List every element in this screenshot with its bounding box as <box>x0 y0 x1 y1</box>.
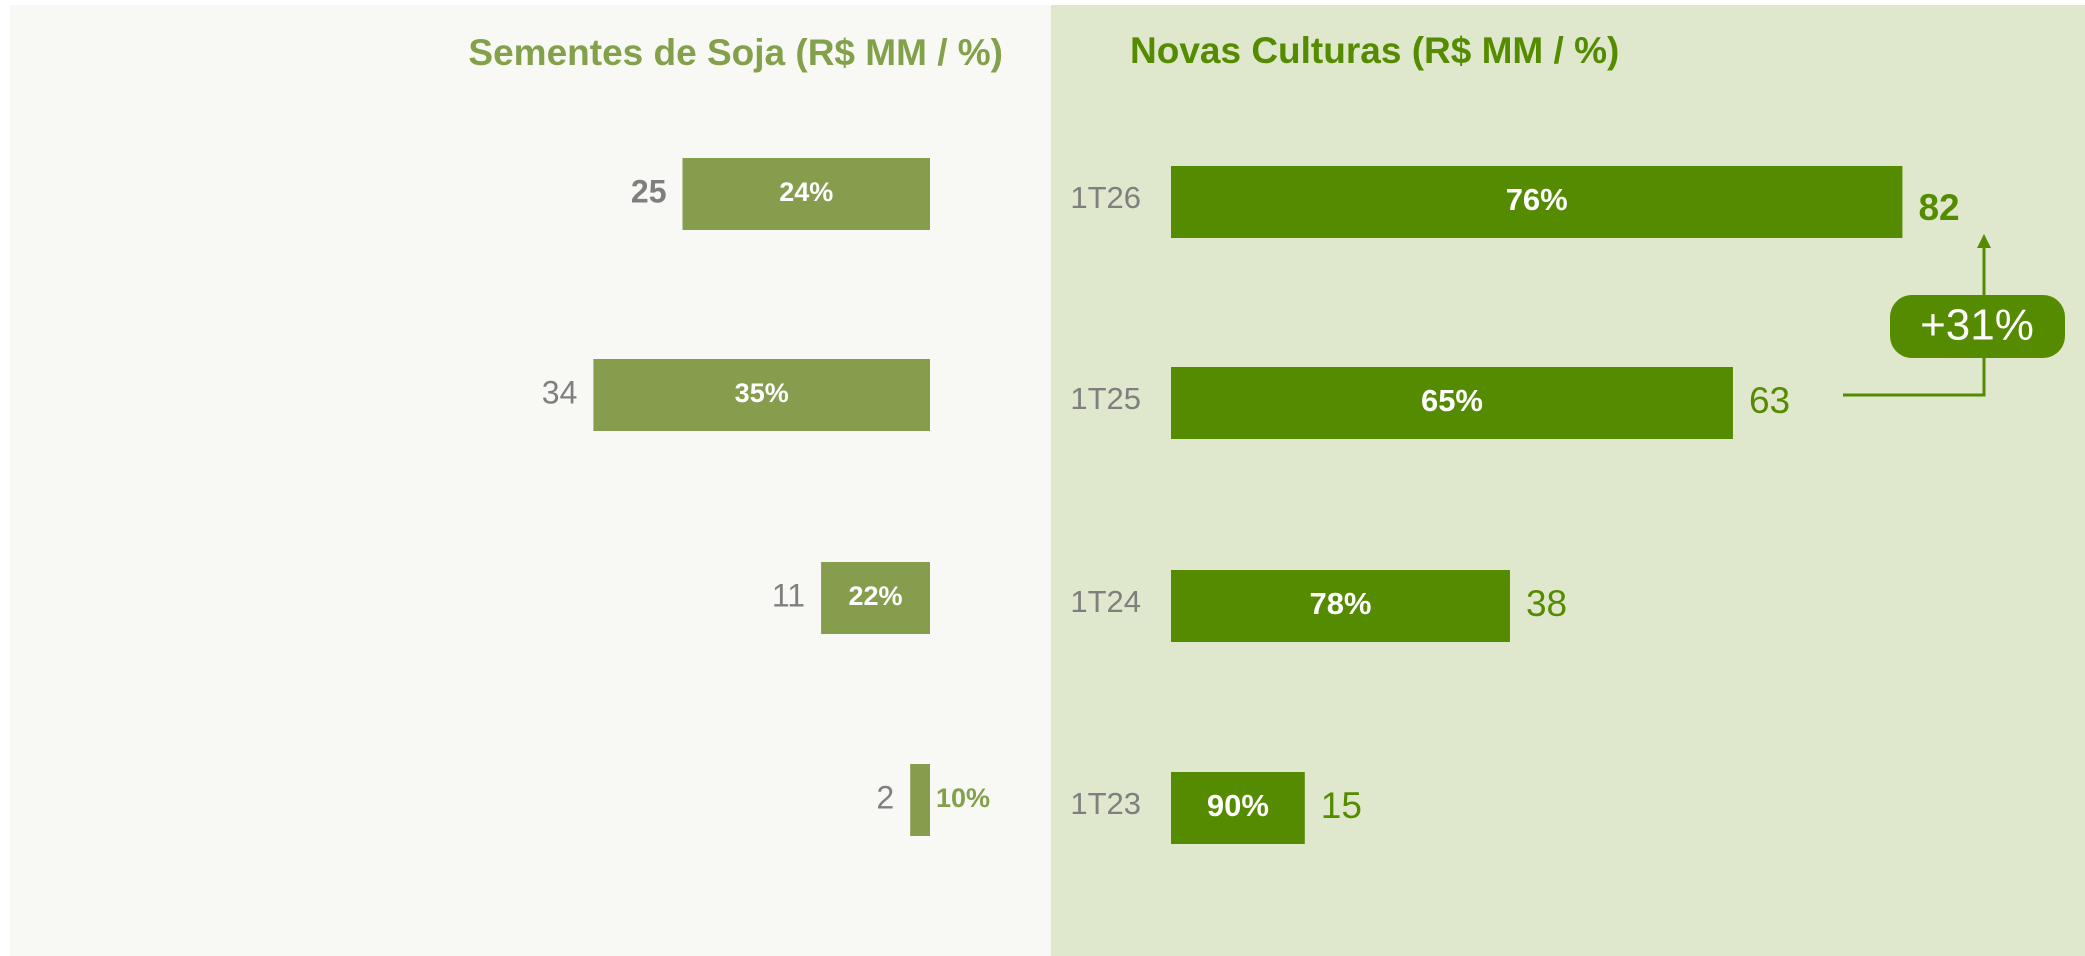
chart-title: Sementes de Soja (R$ MM / %) <box>468 32 1003 73</box>
value-label: 15 <box>1321 785 1362 826</box>
percent-label: 22% <box>849 581 903 611</box>
value-label: 63 <box>1749 380 1790 421</box>
bar <box>1171 570 1510 642</box>
category-label: 1T24 <box>1070 584 1141 619</box>
category-label: 1T26 <box>1070 180 1141 215</box>
percent-label: 35% <box>735 378 789 408</box>
percent-label: 65% <box>1421 383 1483 418</box>
percent-label: 24% <box>779 177 833 207</box>
value-label: 82 <box>1918 187 1959 228</box>
value-label: 2 <box>876 779 894 815</box>
growth-badge <box>1890 295 2065 358</box>
value-label: 25 <box>631 173 667 209</box>
bar <box>593 359 930 431</box>
category-label: 1T23 <box>1070 786 1141 821</box>
bar <box>1171 367 1733 439</box>
percent-label: 76% <box>1506 182 1568 217</box>
value-label: 34 <box>542 374 578 410</box>
bar <box>821 562 930 634</box>
percent-label: 90% <box>1207 788 1269 823</box>
bar <box>682 158 930 230</box>
chart-title: Novas Culturas (R$ MM / %) <box>1130 30 1619 71</box>
bar <box>910 764 930 836</box>
left-panel <box>10 5 1051 956</box>
percent-label: 10% <box>936 783 990 813</box>
value-label: 38 <box>1526 583 1567 624</box>
percent-label: 78% <box>1309 586 1371 621</box>
arrow-head <box>1977 234 1991 248</box>
bar <box>1171 772 1305 844</box>
bar <box>1171 166 1903 238</box>
category-label: 1T25 <box>1070 381 1141 416</box>
growth-annotation: +31% <box>1920 301 2034 350</box>
value-label: 11 <box>772 577 805 613</box>
